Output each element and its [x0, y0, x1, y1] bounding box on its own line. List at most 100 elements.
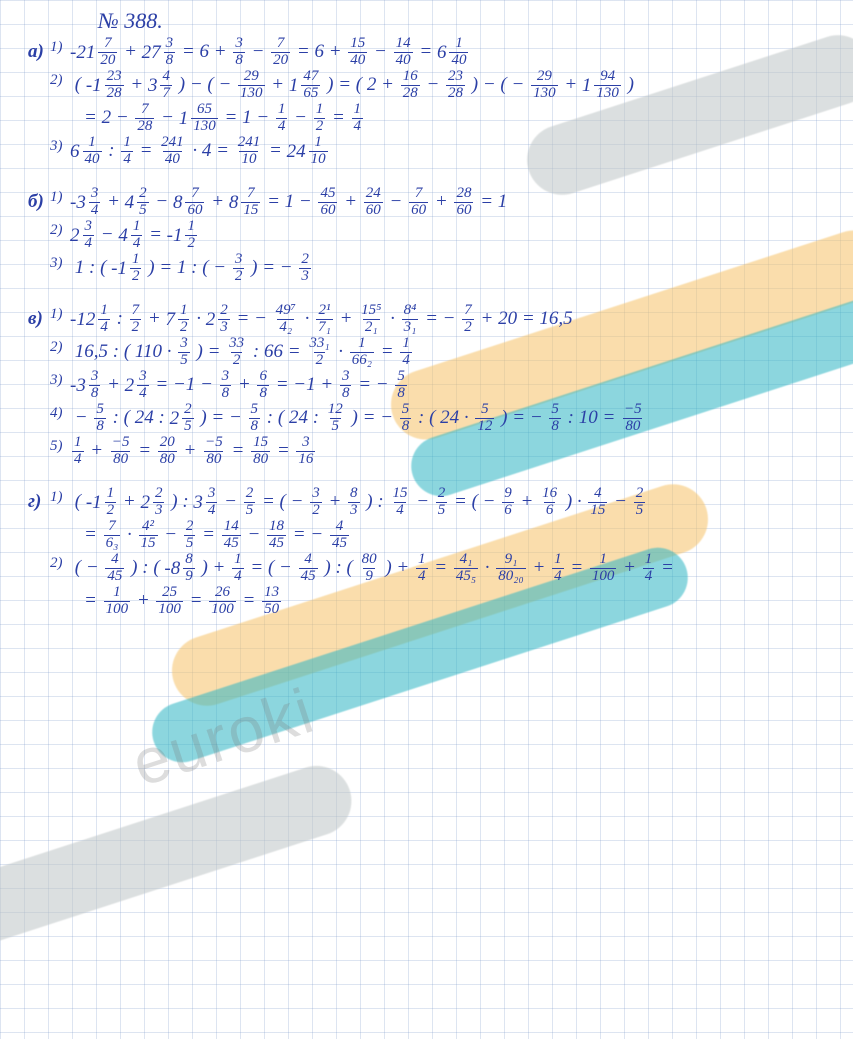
equation-line: г)1) ( -112 + 223 ) : 334 − 25 = ( − 32 …	[28, 486, 835, 519]
token: −	[609, 491, 631, 512]
fraction: 25	[184, 519, 196, 552]
token: −	[160, 524, 182, 545]
fraction: 14	[352, 102, 364, 135]
token: (	[278, 407, 289, 428]
mixed-number: 8715	[229, 186, 263, 219]
mixed-number: 334	[193, 486, 219, 519]
token: (	[124, 407, 135, 428]
step-label: 2)	[50, 73, 70, 89]
equation-line: а)1)-21720 + 2738 = 6 + 38 − 720 = 6 + 1…	[28, 36, 835, 69]
token: )	[143, 257, 159, 278]
mixed-number: 712	[165, 303, 191, 336]
fraction: 154	[390, 486, 409, 519]
token: +	[618, 557, 640, 578]
fraction: 12	[314, 102, 326, 135]
fraction: 32	[233, 252, 245, 285]
token: −	[512, 74, 530, 95]
token: 24	[135, 407, 159, 428]
fraction: 14	[400, 336, 412, 369]
token: 16,5	[70, 341, 113, 362]
fraction: 23	[218, 303, 230, 336]
token: +	[430, 191, 452, 212]
token: +	[206, 191, 228, 212]
token: )	[166, 491, 182, 512]
token: =	[238, 590, 260, 611]
fraction: −580	[203, 435, 225, 468]
mixed-number: 24110	[287, 135, 330, 168]
fraction: 38	[220, 369, 232, 402]
fraction: 24110	[236, 135, 263, 168]
token: 1	[285, 191, 299, 212]
token: +	[320, 374, 338, 395]
part-group: б)1)-334 + 425 − 8760 + 8715 = 1 − 4560 …	[28, 186, 835, 285]
token: (	[70, 557, 86, 578]
fraction: 49⁷4₂	[274, 303, 298, 336]
token: (	[124, 341, 135, 362]
token: =	[262, 191, 284, 212]
fraction: 58	[249, 402, 261, 435]
fraction: 58	[549, 402, 561, 435]
fraction: 14	[121, 135, 133, 168]
fraction: 38	[164, 36, 176, 69]
token: :	[158, 407, 169, 428]
step-label: 3)	[50, 373, 70, 389]
token: −	[369, 41, 391, 62]
fraction: 47	[160, 69, 172, 102]
token: =	[197, 524, 219, 545]
token: :	[262, 407, 278, 428]
token: ·	[191, 308, 205, 329]
token: −	[116, 107, 134, 128]
fraction: 809	[360, 552, 379, 585]
token: 110	[135, 341, 167, 362]
token: −	[299, 191, 317, 212]
equation-line: 5)14 + −580 = 2080 + −580 = 1580 = 316	[28, 435, 835, 468]
token: ·	[480, 557, 494, 578]
mixed-number: -112	[167, 219, 199, 252]
part-group: в)1)-1214 : 72 + 712 · 223 = − 49⁷4₂ · 2…	[28, 303, 835, 468]
token: (	[347, 557, 358, 578]
token: 20	[498, 308, 522, 329]
token: +	[528, 557, 550, 578]
fraction: 12	[178, 303, 190, 336]
mixed-number: -112	[111, 252, 143, 285]
token: )	[196, 407, 212, 428]
fraction: 72	[130, 303, 142, 336]
token: 66	[264, 341, 288, 362]
fraction: 24140	[159, 135, 186, 168]
equation-line: 2)234 − 414 = -112	[28, 219, 835, 252]
equation-line-continuation: = 76₃ · 4²15 − 25 = 1445 − 1845 = − 445	[28, 519, 835, 552]
equation-line: 3)-338 + 234 = −1 − 38 + 68 = −1 + 38 = …	[28, 369, 835, 402]
token: −	[213, 257, 231, 278]
fraction: 1100	[104, 585, 131, 618]
token: +	[329, 41, 347, 62]
step-label: 2)	[50, 556, 70, 572]
token: −	[483, 74, 501, 95]
fraction: 65130	[191, 102, 218, 135]
equation-line: 4) − 58 : ( 24 : 225 ) = − 58 : ( 24 : 1…	[28, 402, 835, 435]
fraction: 4765	[301, 69, 320, 102]
token: −	[443, 308, 461, 329]
fraction: 720	[271, 36, 290, 69]
fraction: 445	[105, 552, 124, 585]
token: ·	[300, 308, 314, 329]
fraction: 2328	[105, 69, 124, 102]
token: +	[118, 491, 140, 512]
token: =	[220, 107, 242, 128]
token: =	[177, 41, 199, 62]
step-label: 2)	[50, 340, 70, 356]
token: )	[126, 557, 142, 578]
fraction: 4560	[318, 186, 337, 219]
part-label: в)	[28, 309, 50, 329]
token: =	[227, 440, 249, 461]
mixed-number: 194130	[582, 69, 623, 102]
equation-line-continuation: = 1100 + 25100 = 26100 = 1350	[28, 585, 835, 618]
token: :	[335, 557, 346, 578]
fraction: 58	[94, 402, 106, 435]
fraction: 29130	[238, 69, 265, 102]
token: 24	[440, 407, 464, 428]
step-label: 1)	[50, 190, 70, 206]
fraction: 14	[643, 552, 655, 585]
mixed-number: -12328	[86, 69, 126, 102]
fraction: 14	[232, 552, 244, 585]
token: ·	[385, 308, 399, 329]
